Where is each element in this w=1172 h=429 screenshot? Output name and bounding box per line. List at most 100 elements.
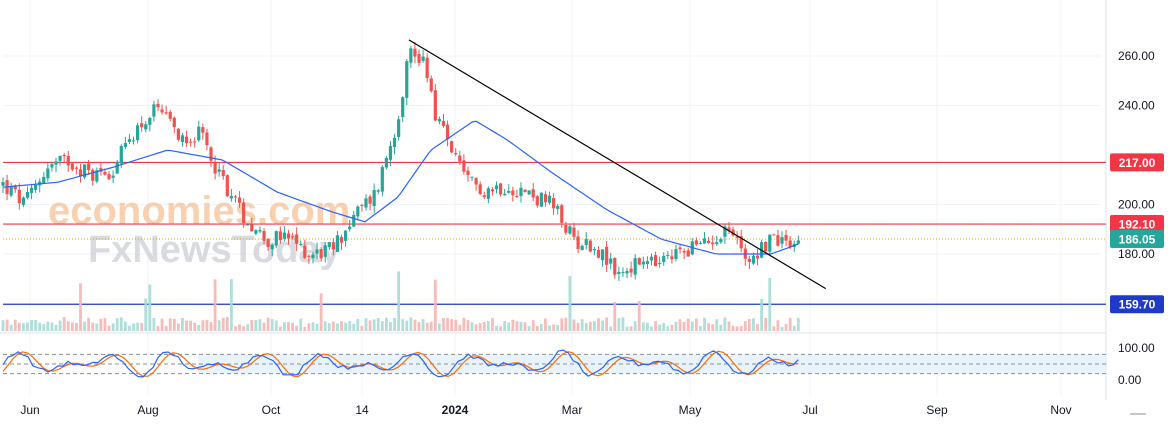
candle-body[interactable] <box>237 197 242 203</box>
candle-body[interactable] <box>323 245 327 257</box>
candle-body[interactable] <box>201 127 205 133</box>
candle-body[interactable] <box>727 227 731 231</box>
candle-body[interactable] <box>405 61 409 98</box>
candle-body[interactable] <box>66 155 70 166</box>
candle-body[interactable] <box>580 245 584 251</box>
candle-body[interactable] <box>588 240 592 252</box>
candle-body[interactable] <box>368 196 372 204</box>
candle-body[interactable] <box>637 258 641 265</box>
candle-body[interactable] <box>613 258 617 275</box>
trendline-group[interactable] <box>408 39 827 290</box>
candle-body[interactable] <box>344 230 348 241</box>
candle-body[interactable] <box>666 255 670 257</box>
candle-body[interactable] <box>123 142 127 147</box>
candle-body[interactable] <box>107 174 111 180</box>
candle-body[interactable] <box>91 169 95 181</box>
candle-body[interactable] <box>482 195 486 198</box>
candle-body[interactable] <box>217 169 221 172</box>
candle-body[interactable] <box>686 250 690 257</box>
candle-body[interactable] <box>270 244 274 250</box>
candle-body[interactable] <box>17 189 21 204</box>
candle-body[interactable] <box>649 256 654 261</box>
candle-body[interactable] <box>702 238 707 244</box>
candle-body[interactable] <box>78 169 83 177</box>
candle-body[interactable] <box>535 196 539 206</box>
candle-body[interactable] <box>29 187 34 193</box>
candle-body[interactable] <box>625 270 629 274</box>
candle-body[interactable] <box>152 104 156 117</box>
candle-body[interactable] <box>641 261 645 265</box>
candle-body[interactable] <box>441 120 446 127</box>
candle-body[interactable] <box>723 226 727 237</box>
candle-body[interactable] <box>360 204 364 206</box>
candle-body[interactable] <box>392 137 397 148</box>
candle-body[interactable] <box>111 175 115 178</box>
trendline[interactable] <box>408 39 827 290</box>
candle-body[interactable] <box>205 132 209 146</box>
candle-body[interactable] <box>397 119 401 137</box>
candle-body[interactable] <box>172 117 176 128</box>
candle-body[interactable] <box>13 185 17 190</box>
candle-body[interactable] <box>278 231 282 240</box>
candle-body[interactable] <box>168 111 172 119</box>
candle-body[interactable] <box>99 167 103 172</box>
candle-body[interactable] <box>74 167 79 169</box>
candle-body[interactable] <box>490 189 495 192</box>
candle-body[interactable] <box>658 262 662 265</box>
candle-body[interactable] <box>523 189 527 192</box>
candle-body[interactable] <box>197 126 201 141</box>
candle-body[interactable] <box>95 170 99 182</box>
candle-body[interactable] <box>503 193 507 196</box>
candle-body[interactable] <box>303 245 307 258</box>
candle-body[interactable] <box>209 147 213 161</box>
candle-body[interactable] <box>87 163 91 171</box>
candle-body[interactable] <box>388 146 393 160</box>
candle-body[interactable] <box>144 124 148 130</box>
candle-body[interactable] <box>221 170 225 177</box>
candle-body[interactable] <box>462 160 466 172</box>
candle-body[interactable] <box>515 196 519 198</box>
candle-body[interactable] <box>115 162 119 174</box>
candle-body[interactable] <box>645 261 650 264</box>
candle-body[interactable] <box>315 249 319 254</box>
candle-body[interactable] <box>458 155 462 162</box>
candle-body[interactable] <box>776 235 780 246</box>
candle-body[interactable] <box>764 242 768 252</box>
candle-body[interactable] <box>250 224 254 232</box>
candle-body[interactable] <box>433 90 437 121</box>
candle-body[interactable] <box>213 162 217 174</box>
candle-body[interactable] <box>556 205 560 209</box>
candle-body[interactable] <box>311 254 315 259</box>
candle-body[interactable] <box>719 239 723 243</box>
candle-body[interactable] <box>653 255 658 267</box>
candle-body[interactable] <box>135 125 140 141</box>
candle-body[interactable] <box>131 140 136 142</box>
candle-body[interactable] <box>564 225 568 233</box>
candle-body[interactable] <box>437 119 442 122</box>
candle-body[interactable] <box>352 215 356 227</box>
candle-body[interactable] <box>242 202 246 223</box>
candle-body[interactable] <box>319 249 323 259</box>
candle-body[interactable] <box>576 236 580 250</box>
candle-body[interactable] <box>552 198 556 209</box>
candle-body[interactable] <box>662 256 666 263</box>
candle-body[interactable] <box>409 48 413 63</box>
candle-body[interactable] <box>498 183 503 195</box>
candle-body[interactable] <box>531 189 535 198</box>
candle-body[interactable] <box>295 234 299 244</box>
candle-body[interactable] <box>380 167 384 192</box>
candle-body[interactable] <box>711 242 715 245</box>
candle-body[interactable] <box>772 234 776 236</box>
candle-body[interactable] <box>254 230 258 234</box>
candle-body[interactable] <box>176 128 180 140</box>
candle-body[interactable] <box>682 251 686 253</box>
candle-body[interactable] <box>788 240 792 248</box>
candle-body[interactable] <box>768 234 772 252</box>
candle-body[interactable] <box>527 190 531 195</box>
candle-body[interactable] <box>450 141 454 153</box>
candle-body[interactable] <box>34 184 38 190</box>
candle-body[interactable] <box>519 187 523 196</box>
candle-body[interactable] <box>751 255 756 264</box>
candle-body[interactable] <box>784 234 788 241</box>
